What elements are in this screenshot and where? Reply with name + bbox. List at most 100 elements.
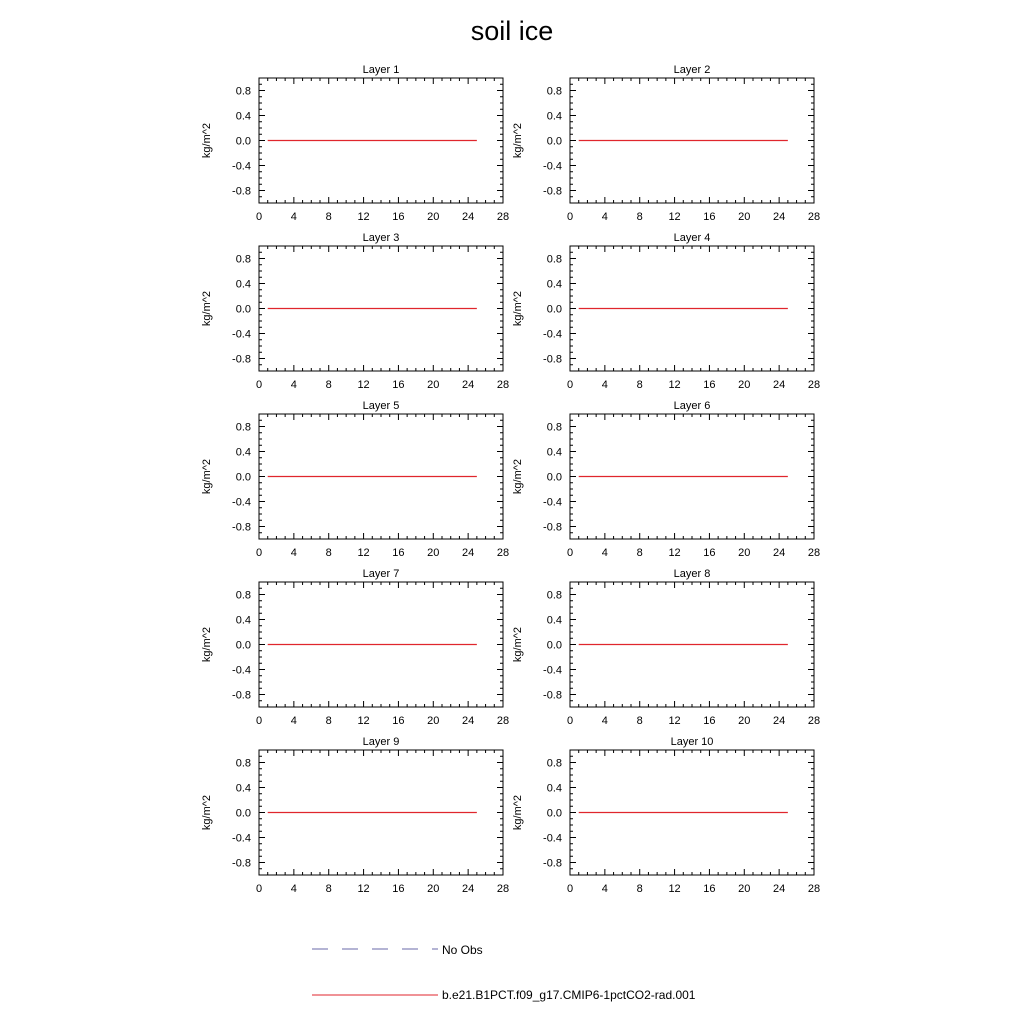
x-tick-label: 8 bbox=[326, 211, 332, 223]
x-tick-label: 20 bbox=[427, 715, 439, 727]
y-tick-label: 0.0 bbox=[236, 136, 251, 148]
y-tick-label: 0.0 bbox=[236, 472, 251, 484]
x-tick-label: 12 bbox=[357, 211, 369, 223]
panel-title: Layer 2 bbox=[674, 64, 711, 76]
y-tick-label: 0.8 bbox=[547, 758, 562, 770]
x-tick-label: 24 bbox=[773, 547, 785, 559]
y-tick-label: 0.0 bbox=[547, 304, 562, 316]
x-tick-label: 20 bbox=[738, 547, 750, 559]
x-tick-label: 20 bbox=[738, 715, 750, 727]
x-tick-label: 28 bbox=[808, 715, 820, 727]
x-tick-label: 28 bbox=[497, 211, 509, 223]
y-tick-label: 0.8 bbox=[547, 590, 562, 602]
x-tick-label: 0 bbox=[567, 211, 573, 223]
panel-layer-5: Layer 5 0 4 8 12 16 20 24 28 0.8 0.4 0.0 -0.4 -0.8 kg/… bbox=[201, 400, 509, 559]
x-tick-label: 28 bbox=[808, 547, 820, 559]
x-tick-label: 24 bbox=[462, 379, 474, 391]
y-tick-label: -0.8 bbox=[543, 186, 562, 198]
y-axis-label: kg/m^2 bbox=[201, 795, 213, 830]
y-tick-label: -0.4 bbox=[232, 497, 251, 509]
y-axis-label: kg/m^2 bbox=[512, 123, 524, 158]
panel-title: Layer 10 bbox=[671, 736, 714, 748]
y-tick-label: -0.8 bbox=[232, 858, 251, 870]
x-tick-label: 12 bbox=[357, 379, 369, 391]
y-tick-label: 0.4 bbox=[547, 447, 562, 459]
panel-layer-1: Layer 1 0 4 8 12 16 20 24 28 0.8 0.4 0.0 -0.4 -0.8 kg/… bbox=[201, 64, 509, 223]
x-tick-label: 8 bbox=[637, 883, 643, 895]
panel-title: Layer 5 bbox=[363, 400, 400, 412]
x-tick-label: 16 bbox=[392, 379, 404, 391]
y-axis-label: kg/m^2 bbox=[512, 291, 524, 326]
y-axis-label: kg/m^2 bbox=[201, 123, 213, 158]
x-tick-label: 8 bbox=[637, 715, 643, 727]
y-tick-label: 0.4 bbox=[236, 783, 251, 795]
y-tick-label: -0.8 bbox=[232, 354, 251, 366]
y-axis-label: kg/m^2 bbox=[512, 627, 524, 662]
y-tick-label: -0.4 bbox=[543, 161, 562, 173]
y-tick-label: 0.0 bbox=[236, 304, 251, 316]
x-tick-label: 24 bbox=[462, 715, 474, 727]
x-tick-label: 4 bbox=[602, 883, 608, 895]
y-tick-label: 0.0 bbox=[547, 472, 562, 484]
x-tick-label: 28 bbox=[497, 547, 509, 559]
y-tick-label: 0.4 bbox=[236, 279, 251, 291]
x-tick-label: 0 bbox=[567, 379, 573, 391]
x-tick-label: 28 bbox=[808, 211, 820, 223]
panel-layer-8: Layer 8 0 4 8 12 16 20 24 28 0.8 0.4 0.0 -0.4 -0.8 kg/… bbox=[512, 568, 820, 727]
panel-title: Layer 1 bbox=[363, 64, 400, 76]
x-tick-label: 16 bbox=[703, 547, 715, 559]
x-tick-label: 24 bbox=[773, 211, 785, 223]
x-tick-label: 8 bbox=[326, 379, 332, 391]
x-tick-label: 4 bbox=[291, 379, 297, 391]
x-tick-label: 8 bbox=[326, 547, 332, 559]
y-tick-label: 0.0 bbox=[547, 808, 562, 820]
x-tick-label: 12 bbox=[668, 211, 680, 223]
y-tick-label: 0.8 bbox=[236, 758, 251, 770]
y-tick-label: 0.8 bbox=[547, 254, 562, 266]
y-tick-label: 0.8 bbox=[236, 590, 251, 602]
x-tick-label: 28 bbox=[808, 379, 820, 391]
x-tick-label: 12 bbox=[668, 547, 680, 559]
x-tick-label: 28 bbox=[497, 883, 509, 895]
y-tick-label: 0.8 bbox=[236, 422, 251, 434]
y-tick-label: 0.0 bbox=[236, 640, 251, 652]
x-tick-label: 16 bbox=[392, 547, 404, 559]
panel-layer-4: Layer 4 0 4 8 12 16 20 24 28 0.8 0.4 0.0 -0.4 -0.8 kg/… bbox=[512, 232, 820, 391]
y-tick-label: -0.4 bbox=[232, 833, 251, 845]
y-tick-label: -0.4 bbox=[232, 329, 251, 341]
x-tick-label: 28 bbox=[808, 883, 820, 895]
x-tick-label: 4 bbox=[291, 715, 297, 727]
legend-model-label: b.e21.B1PCT.f09_g17.CMIP6-1pctCO2-rad.00… bbox=[442, 988, 696, 1002]
x-tick-label: 16 bbox=[703, 883, 715, 895]
x-tick-label: 16 bbox=[392, 211, 404, 223]
x-tick-label: 16 bbox=[703, 379, 715, 391]
x-tick-label: 16 bbox=[392, 883, 404, 895]
y-tick-label: -0.8 bbox=[543, 858, 562, 870]
y-tick-label: -0.4 bbox=[543, 329, 562, 341]
panel-layer-3: Layer 3 0 4 8 12 16 20 24 28 0.8 0.4 0.0 -0.4 -0.8 kg/… bbox=[201, 232, 509, 391]
x-tick-label: 8 bbox=[326, 883, 332, 895]
x-tick-label: 28 bbox=[497, 715, 509, 727]
x-tick-label: 24 bbox=[773, 379, 785, 391]
y-tick-label: -0.8 bbox=[543, 690, 562, 702]
x-tick-label: 8 bbox=[637, 211, 643, 223]
x-tick-label: 4 bbox=[291, 547, 297, 559]
y-tick-label: 0.0 bbox=[547, 136, 562, 148]
y-tick-label: -0.8 bbox=[232, 186, 251, 198]
x-tick-label: 16 bbox=[392, 715, 404, 727]
x-tick-label: 12 bbox=[668, 883, 680, 895]
panel-title: Layer 8 bbox=[674, 568, 711, 580]
y-tick-label: -0.8 bbox=[232, 522, 251, 534]
panel-layer-9: Layer 9 0 4 8 12 16 20 24 28 0.8 0.4 0.0 -0.4 -0.8 kg/… bbox=[201, 736, 509, 895]
y-tick-label: 0.4 bbox=[547, 111, 562, 123]
panel-title: Layer 9 bbox=[363, 736, 400, 748]
y-tick-label: -0.8 bbox=[543, 354, 562, 366]
x-tick-label: 16 bbox=[703, 715, 715, 727]
figure-title: soil ice bbox=[470, 16, 554, 46]
x-tick-label: 16 bbox=[703, 211, 715, 223]
y-axis-label: kg/m^2 bbox=[512, 459, 524, 494]
y-axis-label: kg/m^2 bbox=[201, 459, 213, 494]
y-tick-label: 0.8 bbox=[547, 422, 562, 434]
x-tick-label: 0 bbox=[256, 715, 262, 727]
